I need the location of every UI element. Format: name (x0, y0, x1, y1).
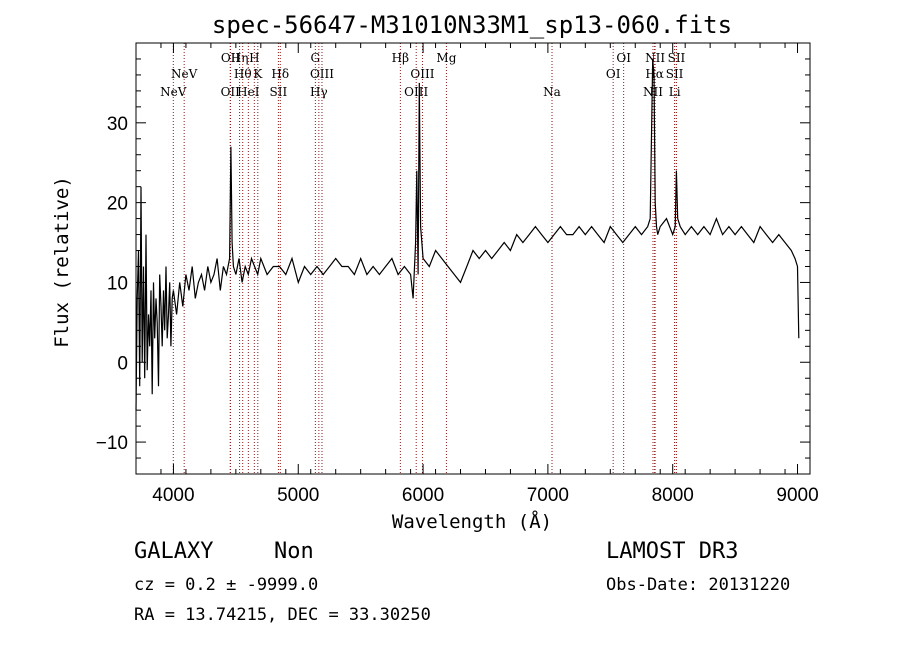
line-marker-label: NII (645, 51, 665, 65)
line-marker-label: NeV (160, 85, 187, 99)
y-tick-label: −10 (96, 433, 128, 454)
spectrum-series (135, 58, 800, 411)
line-marker-label: OI (606, 67, 621, 81)
line-marker-label: SII (668, 51, 686, 65)
line-marker-label: NII (643, 85, 663, 99)
y-axis-label: Flux (relative) (51, 176, 73, 348)
ra-dec-info: RA = 13.74215, DEC = 33.30250 (134, 605, 431, 625)
y-tick-label: 10 (107, 273, 128, 294)
line-marker-label: Hθ (234, 67, 252, 81)
line-marker-label: H (249, 51, 259, 65)
y-tick-label: 20 (107, 194, 128, 215)
line-marker-label: Li (669, 85, 681, 99)
x-tick-label: 8000 (652, 485, 694, 506)
line-marker-label: OIII (404, 85, 428, 99)
line-marker-label: Hη (231, 51, 249, 65)
line-marker-label: Na (543, 85, 561, 99)
line-marker-label: OI (616, 51, 631, 65)
x-axis-ticks: 4000 5000 6000 7000 8000 9000 (135, 43, 819, 506)
line-marker-label: G (311, 51, 321, 65)
x-tick-label: 7000 (527, 485, 569, 506)
line-marker-label: SII (270, 85, 288, 99)
x-axis-label: Wavelength (Å) (392, 510, 552, 533)
line-marker-label: NeV (171, 67, 198, 81)
chart-title: spec-56647-M31010N33M1_sp13-060.fits (212, 11, 732, 39)
x-tick-label: 9000 (776, 485, 818, 506)
line-marker-label: Hγ (310, 85, 328, 99)
line-marker-label: Mg (436, 51, 456, 65)
line-marker-label: K (253, 67, 263, 81)
line-marker-label: OIII (310, 67, 334, 81)
line-marker-label: OII (221, 51, 241, 65)
y-tick-label: 30 (107, 114, 128, 135)
object-subclass: Non (274, 539, 314, 564)
redshift-info: cz = 0.2 ± -9999.0 (134, 575, 318, 595)
spectrum-line (135, 58, 800, 411)
plot-frame (135, 42, 811, 475)
line-marker-label: Hβ (392, 51, 409, 65)
y-tick-label: 0 (117, 353, 128, 374)
line-marker-label: Hδ (271, 67, 289, 81)
obs-date: Obs-Date: 20131220 (606, 575, 790, 595)
x-tick-label: 5000 (277, 485, 319, 506)
x-tick-label: 6000 (402, 485, 444, 506)
object-class: GALAXY (134, 539, 213, 564)
line-marker-label: HeI (237, 85, 260, 99)
x-tick-label: 4000 (152, 485, 194, 506)
line-marker-label: OIII (410, 67, 434, 81)
survey-name: LAMOST DR3 (606, 539, 738, 564)
y-axis-ticks: −10 0 10 20 30 (96, 58, 810, 459)
